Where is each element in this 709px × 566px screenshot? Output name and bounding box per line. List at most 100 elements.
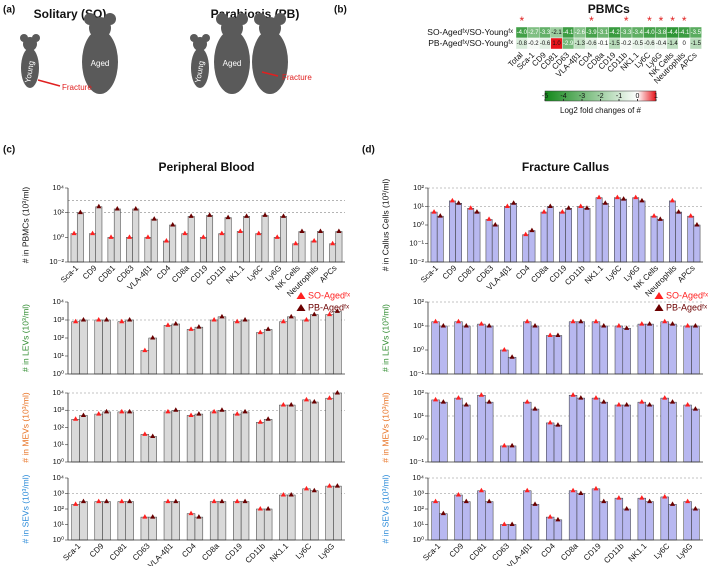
x-tick-label: CD11b bbox=[204, 263, 228, 287]
bar bbox=[102, 319, 111, 375]
data-point bbox=[96, 317, 102, 322]
x-tick-label: CD63 bbox=[490, 541, 511, 562]
fracture-arrows bbox=[37, 71, 279, 87]
data-point bbox=[440, 399, 446, 404]
cell-label: -4.4 bbox=[667, 30, 678, 36]
colorbar-tick-label: -3 bbox=[579, 93, 585, 100]
data-point bbox=[657, 216, 663, 221]
bar bbox=[117, 411, 126, 463]
x-tick-label: NK1.1 bbox=[583, 263, 605, 285]
data-point bbox=[265, 326, 271, 331]
data-point bbox=[288, 402, 294, 407]
data-point bbox=[449, 197, 455, 203]
row-label: PB-Agedᶠˣ/SO-Youngᶠˣ bbox=[428, 38, 513, 48]
heatmap-title: PBMCs bbox=[588, 2, 630, 16]
cell-label: -1.3 bbox=[575, 41, 586, 47]
x-tick-label: NK1.1 bbox=[627, 541, 649, 563]
data-point bbox=[119, 318, 125, 324]
bar bbox=[530, 408, 540, 463]
bar bbox=[568, 490, 578, 541]
data-point bbox=[478, 392, 484, 397]
bar bbox=[163, 325, 173, 375]
data-point bbox=[234, 411, 240, 416]
y-tick-label: 10¹ bbox=[413, 411, 424, 420]
bar bbox=[333, 392, 342, 463]
mouse-label: Young bbox=[193, 60, 206, 84]
bar bbox=[79, 415, 88, 463]
colorbar-tick-label: -1 bbox=[616, 93, 622, 100]
bar bbox=[218, 233, 226, 263]
bar bbox=[186, 513, 196, 541]
bar bbox=[310, 401, 319, 463]
data-point bbox=[317, 228, 324, 233]
data-point bbox=[532, 406, 538, 411]
data-point bbox=[685, 498, 691, 504]
bar bbox=[546, 206, 554, 263]
bar bbox=[117, 501, 126, 541]
data-point bbox=[188, 412, 194, 417]
data-point bbox=[541, 209, 547, 214]
data-point bbox=[501, 521, 507, 526]
bar bbox=[279, 321, 288, 375]
data-point bbox=[303, 317, 310, 322]
data-point bbox=[265, 506, 271, 511]
data-point bbox=[676, 209, 682, 214]
bar bbox=[113, 208, 121, 263]
bar bbox=[240, 501, 250, 541]
y-tick-label: 10² bbox=[53, 208, 64, 217]
panel-label: (d) bbox=[362, 145, 375, 156]
bar bbox=[622, 508, 631, 541]
bar bbox=[199, 237, 207, 263]
cell-label: -3.8 bbox=[656, 30, 667, 36]
legend-label: PB-Agedᶠˣ bbox=[308, 302, 349, 312]
x-tick-label: CD8a bbox=[200, 541, 221, 562]
data-point bbox=[334, 390, 340, 395]
data-point bbox=[103, 317, 110, 322]
data-point bbox=[326, 395, 333, 400]
data-point bbox=[639, 321, 645, 326]
data-point bbox=[127, 317, 133, 322]
data-point bbox=[170, 222, 176, 227]
y-tick-label: 10² bbox=[413, 297, 424, 306]
panel-label: (b) bbox=[334, 5, 347, 16]
data-point bbox=[108, 234, 114, 239]
fracture-label: Fracture bbox=[282, 73, 312, 82]
bar bbox=[240, 411, 250, 463]
data-point bbox=[669, 197, 675, 203]
cell-label: -1.5 bbox=[609, 41, 620, 47]
y-tick-label: 10² bbox=[53, 422, 64, 431]
data-point bbox=[219, 313, 225, 319]
y-tick-label: 10² bbox=[413, 388, 424, 397]
cell-label: -4.0 bbox=[517, 30, 528, 36]
bar bbox=[261, 215, 269, 263]
bar bbox=[302, 399, 311, 463]
x-tick-label: Sca-1 bbox=[419, 263, 441, 285]
data-point bbox=[578, 203, 584, 208]
significance-star: * bbox=[647, 14, 652, 28]
bar bbox=[256, 332, 265, 375]
data-point bbox=[303, 485, 310, 491]
x-tick-label: CD8a bbox=[559, 541, 580, 562]
data-point bbox=[257, 329, 263, 335]
data-point bbox=[243, 213, 250, 218]
bar bbox=[668, 323, 677, 375]
x-tick-label: Sca-1 bbox=[421, 541, 443, 563]
x-tick-label: CD81 bbox=[108, 541, 129, 562]
data-point bbox=[150, 335, 156, 340]
data-point bbox=[688, 213, 694, 218]
data-point bbox=[578, 395, 584, 400]
bar bbox=[329, 243, 337, 263]
cell-label: -4.2 bbox=[609, 30, 620, 36]
data-point bbox=[336, 228, 342, 233]
cell-label: -4.0 bbox=[644, 30, 655, 36]
y-tick-label: 10⁻¹ bbox=[409, 238, 424, 247]
bar bbox=[439, 325, 448, 375]
data-point bbox=[593, 395, 599, 400]
bar bbox=[335, 231, 343, 263]
bar bbox=[187, 216, 195, 263]
data-point bbox=[523, 231, 529, 237]
bar bbox=[263, 508, 273, 541]
bar bbox=[591, 397, 601, 463]
bar bbox=[132, 208, 140, 263]
y-tick-label: 10⁴ bbox=[412, 473, 424, 482]
